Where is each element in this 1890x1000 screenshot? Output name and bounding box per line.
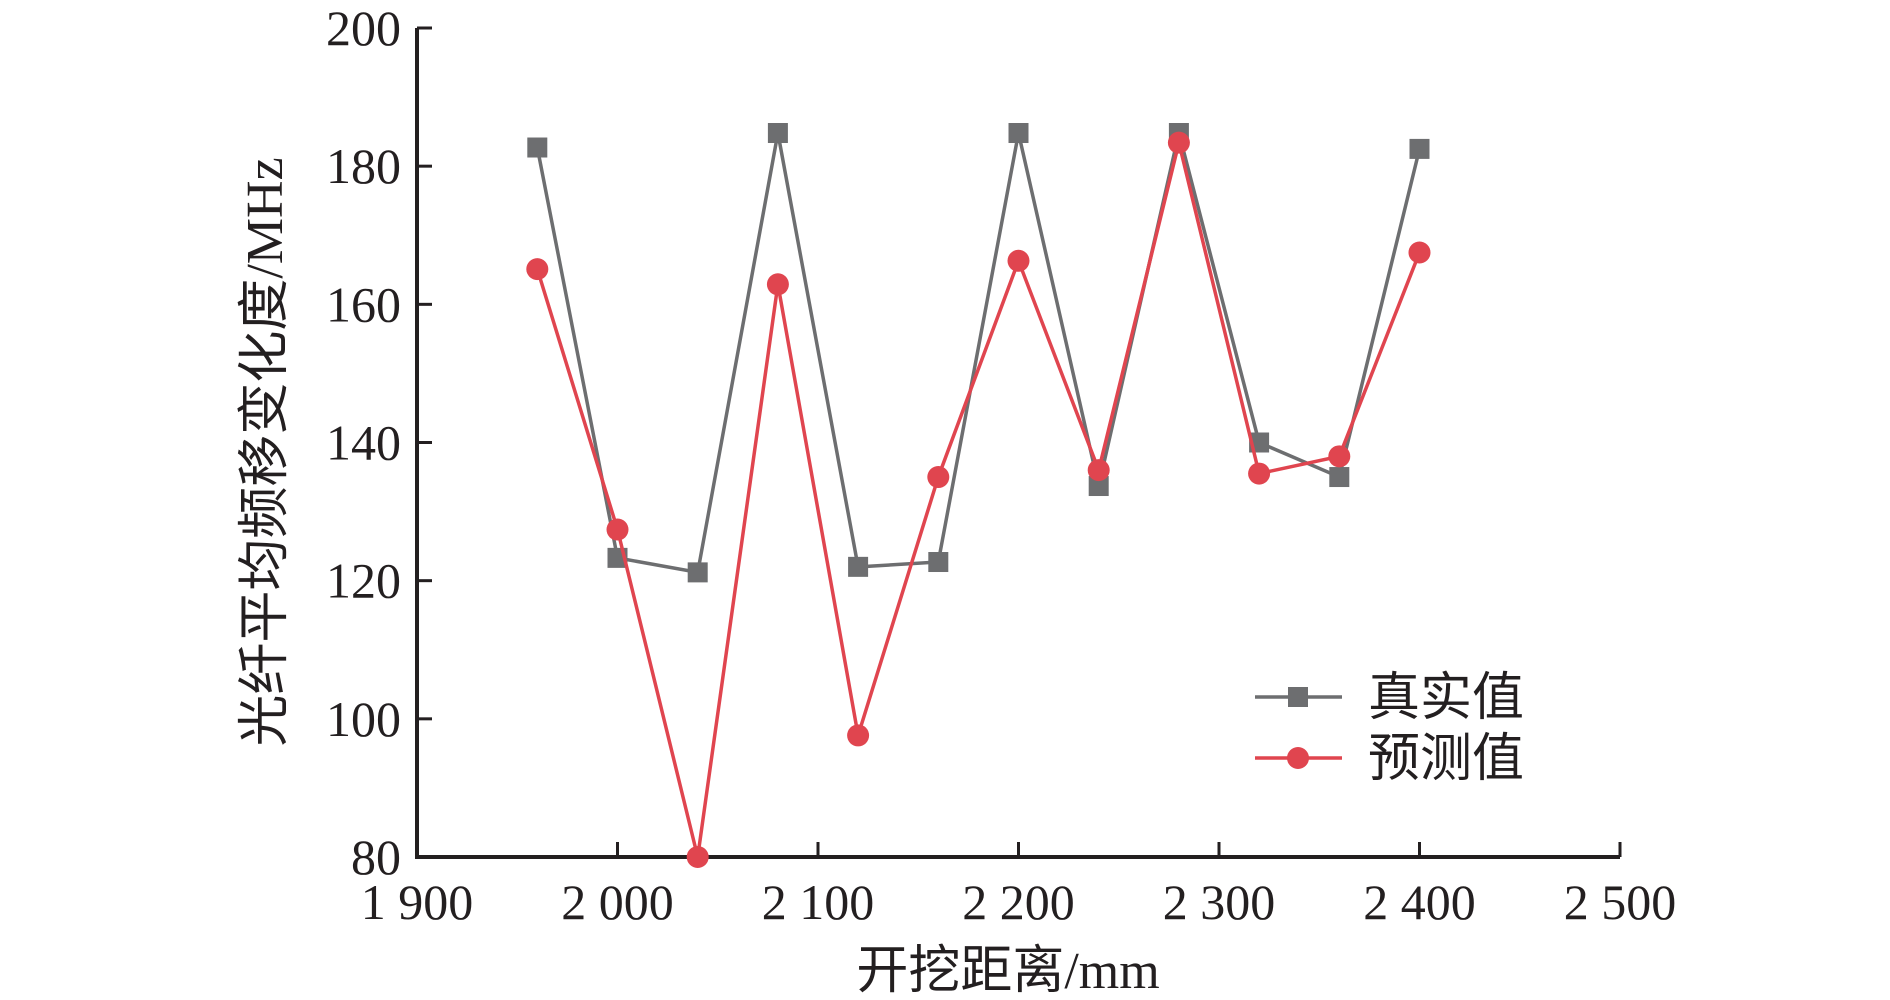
legend-entry: 预测值 (1255, 731, 1524, 788)
y-tick-label: 180 (326, 138, 401, 194)
ticks: 80 100 120 140 160 180 200 1 900 2 000 2 100 2 200… (326, 0, 1676, 930)
data-point (606, 518, 629, 541)
data-point (1328, 445, 1351, 468)
data-point (1329, 467, 1350, 488)
x-tick-label: 2 200 (962, 874, 1075, 930)
data-point (1167, 131, 1190, 154)
data-point (527, 137, 548, 158)
x-tick-label: 2 400 (1363, 874, 1476, 930)
series-line (535, 142, 1422, 858)
y-tick-label: 120 (326, 553, 401, 609)
series-2 (526, 131, 1431, 868)
legend-label: 真实值 (1368, 670, 1524, 727)
data-point (1007, 249, 1030, 272)
y-tick-label: 80 (351, 829, 401, 885)
legend-label: 预测值 (1368, 731, 1524, 788)
y-tick-label: 160 (326, 276, 401, 332)
y-tick-label: 140 (326, 415, 401, 471)
x-tick-label: 2 000 (561, 874, 674, 930)
x-axis-title: 开挖距离/mm (856, 943, 1159, 1000)
y-tick-label: 200 (326, 0, 401, 56)
x-tick-label: 2 100 (762, 874, 875, 930)
legend-marker (1288, 687, 1308, 707)
series-line (535, 132, 1422, 575)
data-point (686, 846, 709, 868)
data-point (1408, 241, 1431, 264)
data-point (1088, 476, 1109, 497)
x-tick-label: 2 500 (1564, 874, 1677, 930)
data-point (767, 123, 788, 144)
y-tick-label: 100 (326, 691, 401, 747)
y-axis-title: 光纤平均频移变化度/MHz (237, 157, 294, 746)
x-tick-label: 2 300 (1163, 874, 1276, 930)
data-point (687, 562, 708, 583)
data-point (848, 556, 869, 577)
data-point (766, 273, 789, 296)
data-point (928, 552, 949, 573)
x-tick-label: 1 900 (361, 874, 474, 930)
legend-entry: 真实值 (1255, 670, 1524, 727)
data-point (1248, 462, 1271, 485)
data-point (1409, 138, 1430, 159)
data-point (847, 724, 870, 747)
data-point (526, 258, 549, 281)
legend-marker (1287, 747, 1309, 769)
data-point (1087, 459, 1110, 482)
series-1 (527, 123, 1430, 583)
series-layer (526, 123, 1431, 868)
data-point (1008, 123, 1029, 144)
data-point (927, 466, 950, 489)
